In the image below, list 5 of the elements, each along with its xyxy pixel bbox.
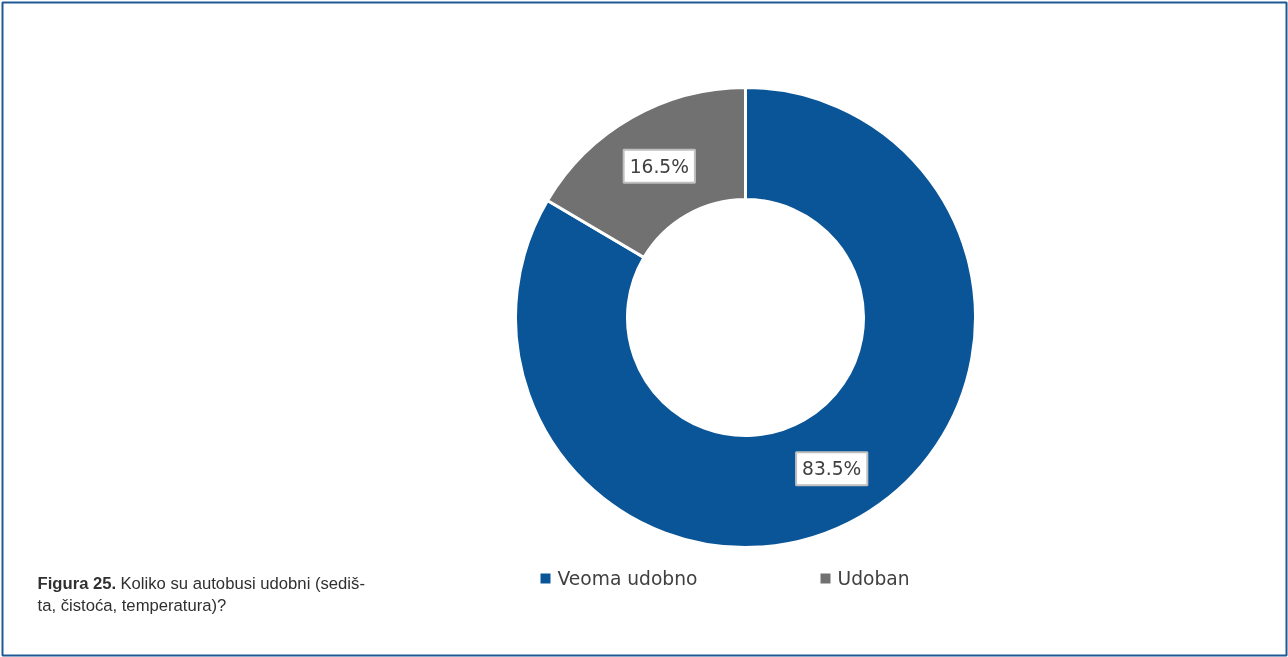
- text: Figura 25. Koliko su autobusi udobni (sediš- ta, čistoća, temperatura)?: [37, 574, 365, 615]
- legend-label: Veoma udobno: [557, 568, 698, 589]
- legend-label: Udoban: [837, 568, 910, 589]
- data-label: 83.5%: [802, 458, 862, 480]
- data-label: 16.5%: [629, 155, 689, 177]
